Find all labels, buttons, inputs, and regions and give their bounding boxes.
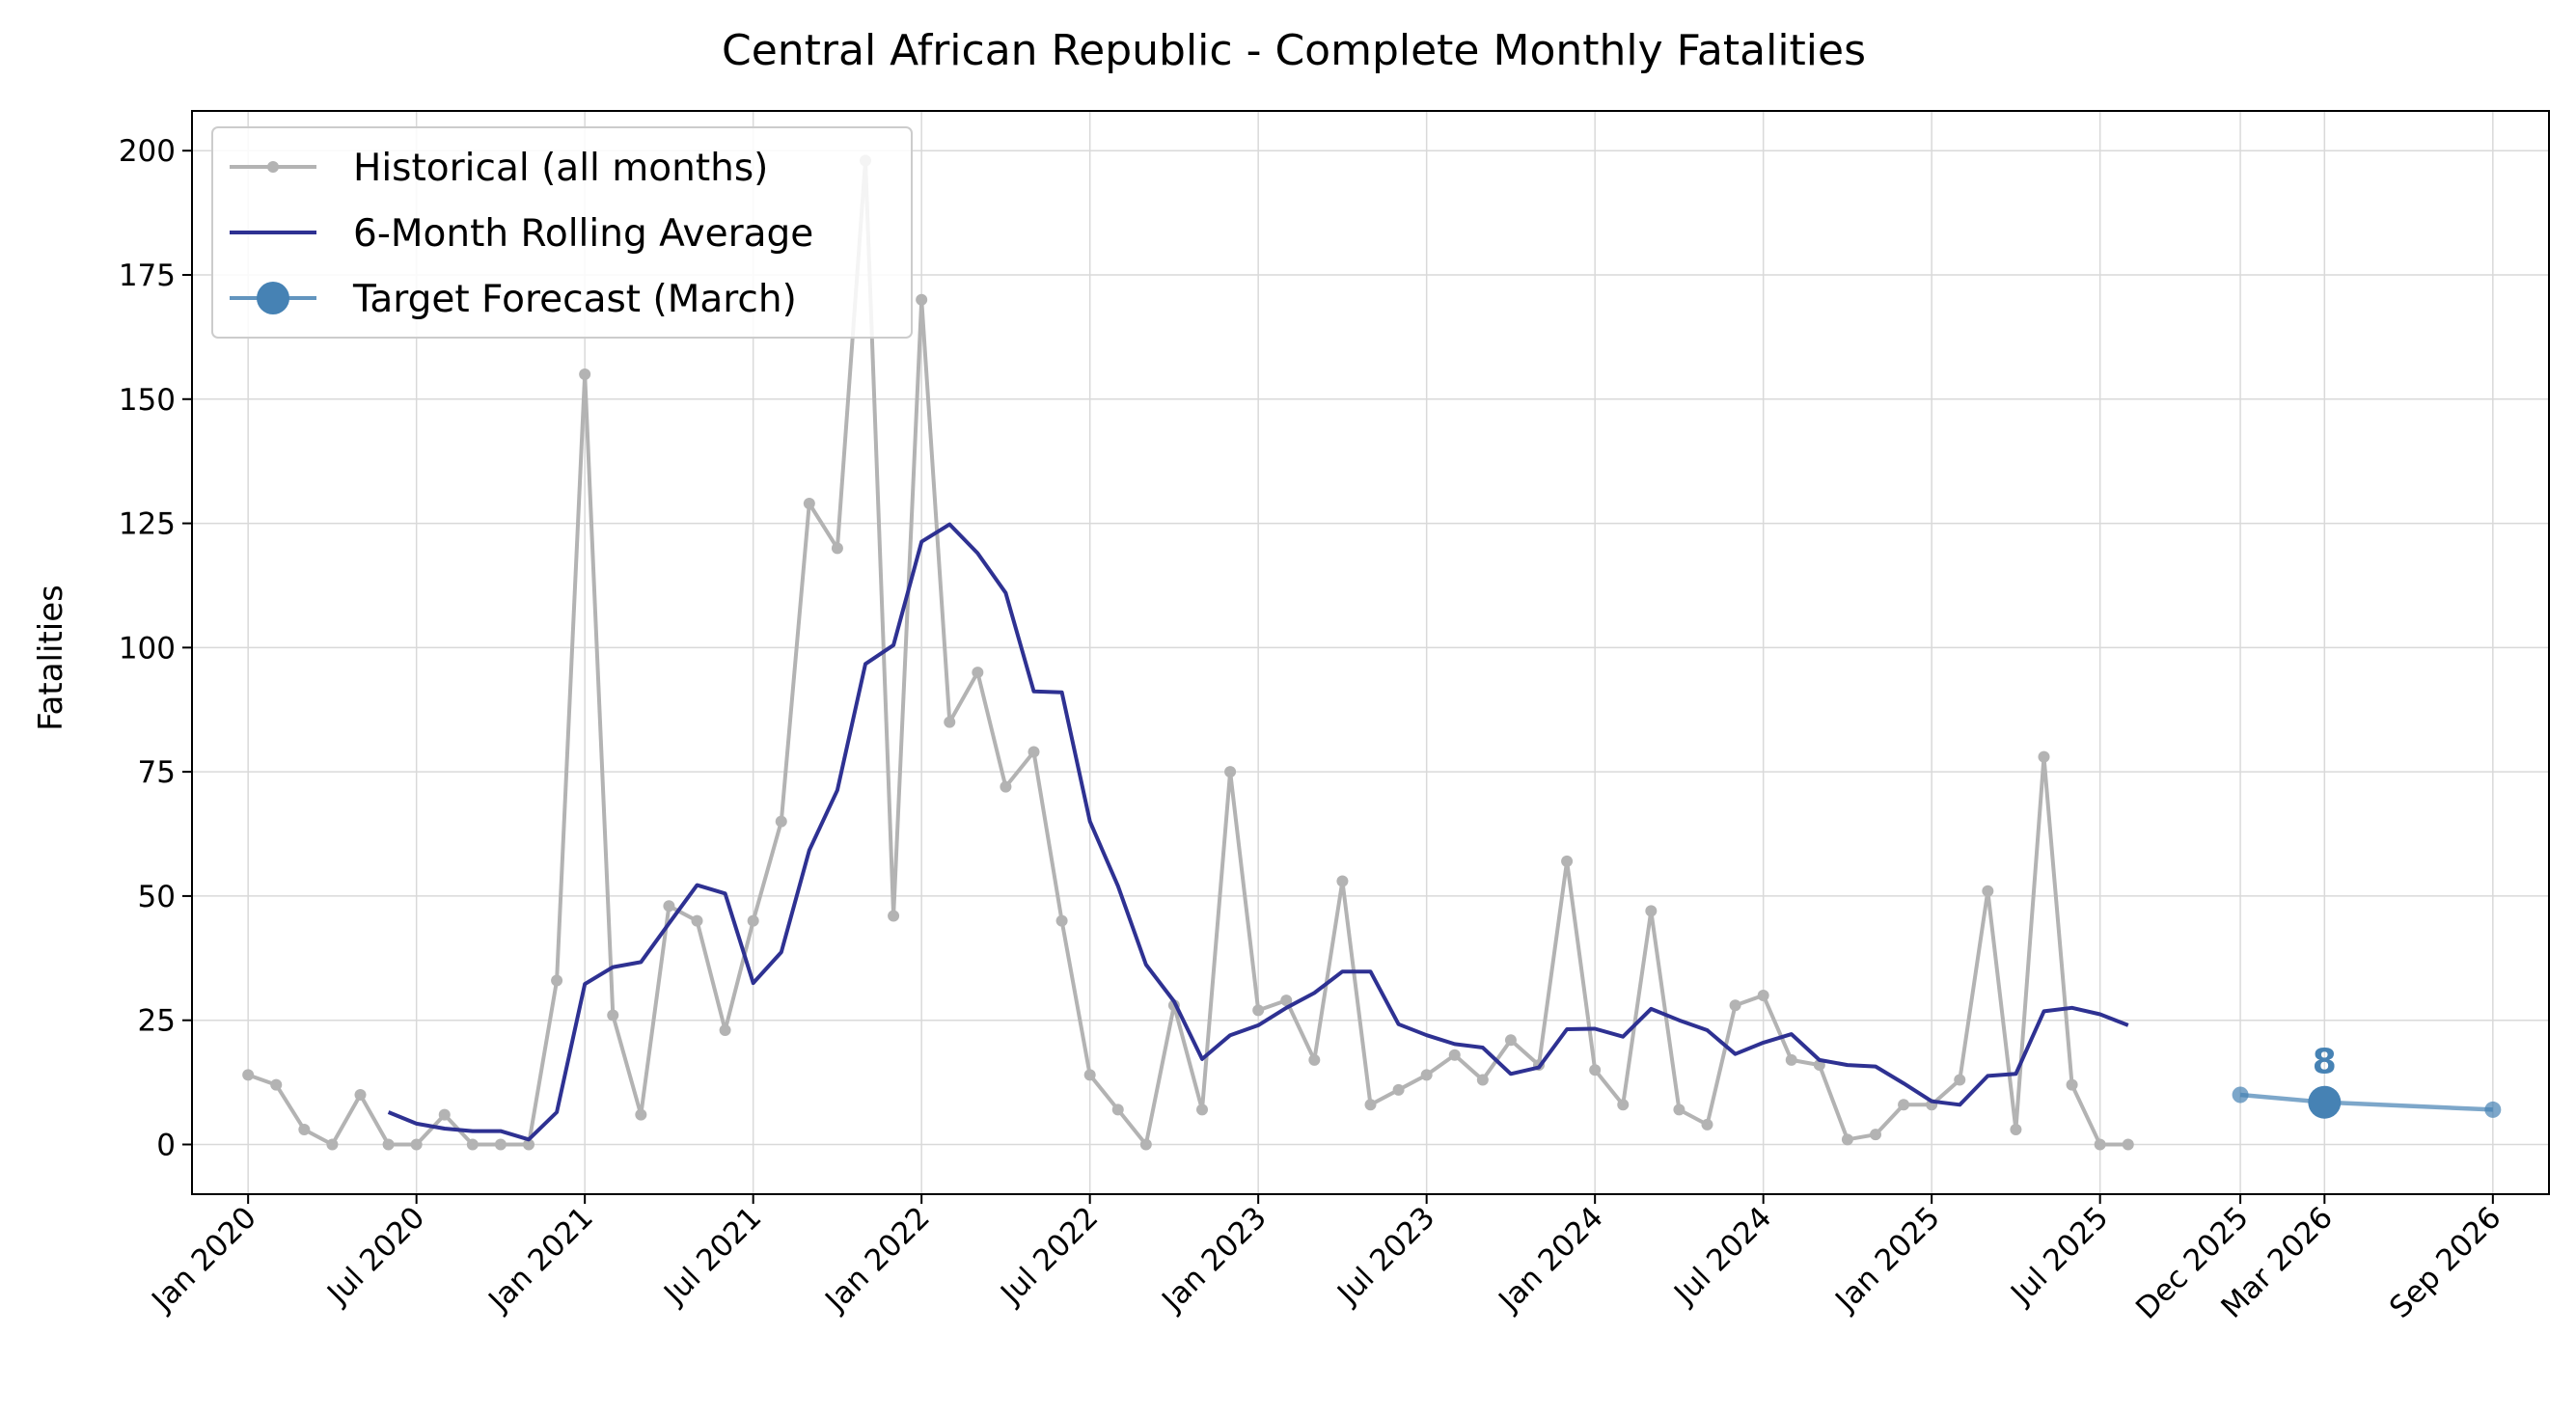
historical-point xyxy=(2066,1078,2078,1091)
legend: Historical (all months) 6-Month Rolling A… xyxy=(211,126,913,339)
historical-point xyxy=(747,914,759,927)
historical-point xyxy=(1280,995,1293,1007)
historical-point xyxy=(523,1138,534,1151)
y-tick-label: 25 xyxy=(138,1004,176,1039)
series-line-1 xyxy=(387,522,2129,1142)
historical-point xyxy=(1504,1034,1517,1047)
historical-point xyxy=(1000,780,1012,793)
historical-point xyxy=(803,497,815,509)
historical-point xyxy=(551,974,563,987)
historical-point xyxy=(1252,1004,1265,1017)
gridlines xyxy=(192,111,2549,1194)
historical-point xyxy=(1308,1053,1321,1066)
legend-swatch-marker xyxy=(267,161,279,173)
legend-label: Historical (all months) xyxy=(353,147,768,190)
historical-point xyxy=(1476,1074,1489,1086)
historical-point xyxy=(242,1069,255,1081)
legend-label: Target Forecast (March) xyxy=(352,278,797,321)
historical-point xyxy=(438,1108,451,1121)
historical-point xyxy=(1589,1064,1602,1076)
historical-point xyxy=(1448,1049,1461,1061)
historical-point xyxy=(382,1138,395,1151)
historical-point xyxy=(1729,999,1741,1012)
historical-point xyxy=(607,1009,619,1022)
historical-point xyxy=(944,716,956,728)
y-tick-label: 0 xyxy=(156,1128,176,1162)
historical-point xyxy=(1111,1104,1124,1116)
historical-point xyxy=(831,542,843,555)
forecast-point xyxy=(2484,1101,2502,1118)
historical-point xyxy=(466,1138,479,1151)
chart-title: Central African Republic - Complete Mont… xyxy=(722,26,1866,75)
historical-point xyxy=(2094,1138,2106,1151)
historical-point xyxy=(1701,1118,1713,1131)
legend-swatch-marker xyxy=(257,282,289,314)
historical-point xyxy=(494,1138,507,1151)
historical-point xyxy=(719,1024,731,1037)
y-tick-label: 125 xyxy=(119,507,176,542)
y-axis-label: Fatalities xyxy=(32,585,70,731)
historical-point xyxy=(1898,1099,1910,1111)
historical-point xyxy=(1870,1129,1881,1141)
historical-point xyxy=(270,1078,283,1091)
historical-point xyxy=(635,1108,647,1121)
historical-point xyxy=(1055,914,1068,927)
y-tick-label: 175 xyxy=(119,259,176,293)
legend-label: 6-Month Rolling Average xyxy=(353,212,813,256)
y-tick-label: 50 xyxy=(138,880,176,914)
historical-point xyxy=(410,1138,423,1151)
historical-point xyxy=(916,293,928,306)
historical-point xyxy=(1083,1069,1096,1081)
historical-point xyxy=(326,1138,339,1151)
historical-point xyxy=(691,914,703,927)
historical-point xyxy=(1336,875,1349,887)
legend-box xyxy=(211,126,913,339)
historical-point xyxy=(1561,855,1574,867)
historical-point xyxy=(298,1124,311,1136)
historical-point xyxy=(2038,750,2050,763)
forecast-point xyxy=(2232,1086,2249,1104)
y-tick-label: 150 xyxy=(119,383,176,418)
historical-point xyxy=(1028,746,1040,758)
historical-point xyxy=(1392,1083,1405,1096)
historical-point xyxy=(775,815,787,828)
annotation-layer: 8 xyxy=(2313,1043,2337,1082)
historical-point xyxy=(1645,905,1658,917)
historical-point xyxy=(1420,1069,1433,1081)
historical-point xyxy=(1982,885,1994,897)
y-tick-label: 100 xyxy=(119,631,176,666)
historical-point xyxy=(1673,1104,1685,1116)
historical-point xyxy=(663,900,675,913)
series-layer xyxy=(242,154,2502,1151)
historical-point xyxy=(2122,1138,2134,1151)
historical-point xyxy=(1196,1104,1208,1116)
historical-point xyxy=(1785,1053,1797,1066)
historical-point xyxy=(972,667,984,679)
y-tick-label: 200 xyxy=(119,134,176,169)
historical-point xyxy=(1841,1133,1853,1146)
historical-point xyxy=(354,1088,367,1101)
historical-point xyxy=(1364,1099,1377,1111)
historical-point xyxy=(888,910,900,922)
y-tick-label: 75 xyxy=(138,755,176,790)
historical-point xyxy=(2010,1124,2022,1136)
plot-frame xyxy=(191,110,2550,1195)
historical-point xyxy=(1617,1099,1630,1111)
historical-point xyxy=(1224,766,1237,778)
historical-point xyxy=(1139,1138,1152,1151)
historical-point xyxy=(579,368,591,381)
forecast-target-point xyxy=(2308,1085,2342,1119)
historical-point xyxy=(1757,989,1769,1001)
historical-point xyxy=(1954,1074,1966,1086)
forecast-value-label: 8 xyxy=(2313,1043,2337,1082)
